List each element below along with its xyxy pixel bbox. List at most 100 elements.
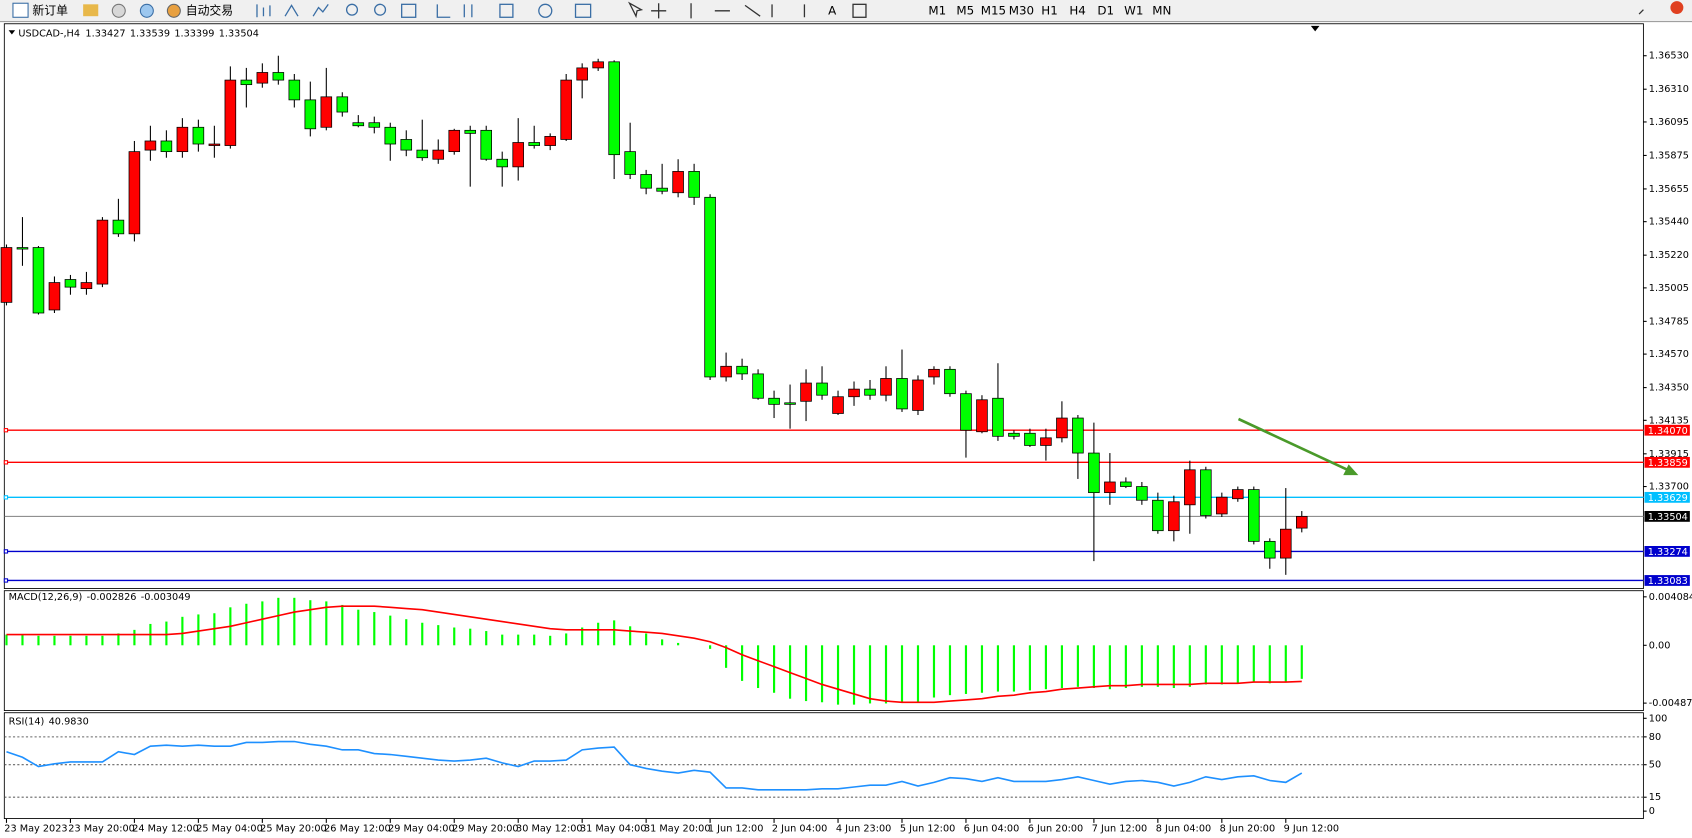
candle-body: [304, 99, 317, 130]
notification-badge[interactable]: [1670, 1, 1684, 15]
candle-body: [1280, 528, 1292, 559]
close: 1.33504: [219, 28, 259, 39]
icon[interactable]: [256, 4, 271, 18]
candle-body: [784, 402, 796, 405]
y-tick-label: 1.34350: [1649, 383, 1689, 394]
level-handle: [3, 549, 9, 554]
price-tag-label: 1.33083: [1648, 576, 1688, 587]
timeframe-button[interactable]: M5: [956, 3, 974, 17]
high: 1.33539: [130, 28, 170, 39]
open: 1.33427: [85, 28, 125, 39]
level-handle: [3, 578, 9, 583]
candle-body: [528, 142, 540, 146]
x-tick-label: 2 Jun 04:00: [772, 823, 827, 834]
rsi-line: [6, 740, 1303, 791]
price-tag: [1644, 575, 1690, 586]
x-tick-label: 31 May 04:00: [580, 823, 647, 834]
timeframe-button[interactable]: H1: [1041, 3, 1057, 17]
x-tick-label: 8 Jun 04:00: [1156, 823, 1211, 834]
icon[interactable]: [499, 3, 514, 18]
timeframe-button[interactable]: M1: [928, 3, 946, 17]
candle-body: [1040, 437, 1052, 446]
icon[interactable]: [139, 3, 154, 18]
zoom-in[interactable]: [345, 3, 359, 16]
x-tick-label: 26 May 12:00: [324, 823, 391, 834]
price-tag: [1644, 510, 1690, 522]
candle-body: [768, 397, 780, 405]
timeframe-button[interactable]: H4: [1069, 3, 1085, 17]
candle-body: [1008, 432, 1020, 437]
x-tick-label: 23 May 2023: [4, 823, 67, 834]
y-tick-label: 80: [1649, 732, 1661, 743]
candle-body: [448, 129, 461, 153]
macd-panel: [3, 590, 1644, 712]
symbol: USDCAD-,H4: [18, 28, 80, 39]
new-order-button[interactable]: 新订单: [32, 3, 68, 17]
y-tick-label: 1.36095: [1649, 117, 1689, 128]
candle-body: [1168, 501, 1180, 532]
candle-body: [928, 368, 940, 378]
timeframe-button[interactable]: M15: [981, 3, 1006, 17]
candle-body: [1232, 489, 1244, 500]
price-tag: [1644, 545, 1690, 557]
icon[interactable]: [574, 3, 592, 18]
zoom-out[interactable]: [374, 3, 387, 16]
icon[interactable]: [538, 3, 553, 18]
timeframe-button[interactable]: D1: [1097, 3, 1114, 17]
candle-body: [1136, 486, 1148, 501]
candle-body: [272, 72, 285, 81]
candle-body: [944, 368, 956, 395]
candle-body: [320, 96, 333, 128]
candle-body: [464, 129, 477, 134]
candle-body: [1296, 516, 1308, 529]
icon[interactable]: [852, 3, 867, 18]
candle-body: [288, 79, 301, 101]
tool-icons: [256, 1, 1644, 19]
icon[interactable]: [83, 4, 99, 17]
level-handle: [3, 460, 9, 465]
y-tick-label: 1.35220: [1649, 250, 1689, 261]
auto-trading-icon[interactable]: [166, 3, 181, 18]
timeframe-button[interactable]: W1: [1124, 3, 1143, 17]
candle-body: [1184, 469, 1196, 506]
candle-body: [32, 247, 45, 314]
candle-body: [912, 379, 924, 411]
candle-body: [224, 79, 237, 146]
candle-body: [496, 158, 508, 168]
cursor[interactable]: [628, 1, 644, 19]
candle-body: [864, 388, 876, 396]
x-tick-label: 5 Jun 12:00: [900, 823, 955, 834]
new-order-icon[interactable]: [12, 2, 29, 18]
candle-body: [896, 378, 908, 410]
macd-value: -0.002826: [87, 592, 137, 603]
timeframe-button[interactable]: M30: [1009, 3, 1034, 17]
candle-body: [704, 196, 716, 378]
candle-body: [992, 397, 1004, 437]
candle-body: [640, 174, 652, 189]
candle-body: [48, 282, 61, 311]
rsi-title: RSI(14): [9, 716, 45, 727]
candle-body: [1200, 469, 1212, 516]
search[interactable]: [1638, 9, 1644, 15]
icon[interactable]: [111, 3, 126, 18]
candle-body: [1104, 481, 1116, 494]
candle-body: [1248, 489, 1260, 542]
icon[interactable]: [436, 4, 473, 18]
icon[interactable]: [401, 3, 417, 18]
auto-trading-button[interactable]: 自动交易: [186, 3, 233, 17]
icon[interactable]: [312, 3, 329, 17]
candle-body: [192, 126, 205, 145]
icon[interactable]: [284, 4, 299, 17]
x-tick-label: 30 May 12:00: [516, 823, 583, 834]
draw-tools[interactable]: [651, 3, 806, 19]
text-tool[interactable]: A: [828, 3, 837, 17]
y-tick-label: 15: [1649, 792, 1661, 803]
x-tick-label: 29 May 04:00: [388, 823, 455, 834]
candle-body: [384, 126, 397, 145]
x-tick-label: 25 May 04:00: [196, 823, 263, 834]
candle-body: [0, 247, 13, 303]
y-tick-label: 1.36530: [1649, 51, 1689, 62]
symbol-menu[interactable]: [8, 30, 16, 35]
rsi-value: 40.9830: [49, 716, 89, 727]
timeframe-button[interactable]: MN: [1152, 3, 1171, 17]
